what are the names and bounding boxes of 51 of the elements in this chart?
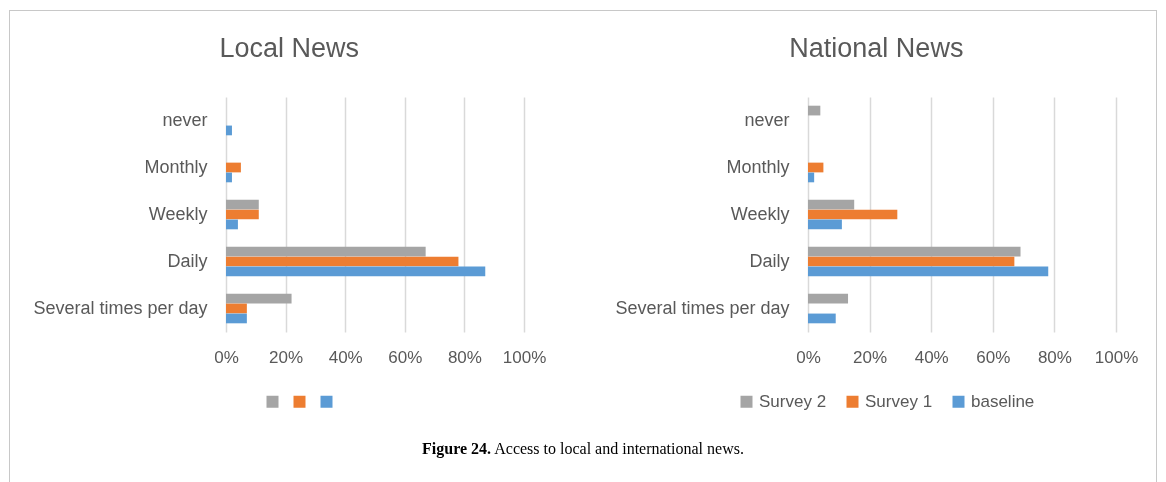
bar xyxy=(226,219,238,230)
x-tick-label: 60% xyxy=(388,347,423,367)
x-tick-label: 100% xyxy=(1094,347,1139,367)
y-tick-label: Weekly xyxy=(730,203,790,224)
bar xyxy=(808,219,842,230)
bar xyxy=(226,256,459,267)
x-tick-label: 40% xyxy=(914,347,949,367)
bar xyxy=(226,199,259,210)
legend-label: Survey 1 xyxy=(865,391,933,411)
x-tick-label: 0% xyxy=(796,347,821,367)
x-tick-label: 60% xyxy=(976,347,1011,367)
legend-label: Survey 2 xyxy=(759,391,827,411)
bar xyxy=(808,256,1015,267)
bar xyxy=(226,266,486,277)
chart-title: National News xyxy=(789,33,964,63)
chart-title: Local News xyxy=(219,33,360,63)
bar xyxy=(226,209,259,220)
caption: Figure 24. Access to local and international news. xyxy=(421,440,745,458)
legend-label: baseline xyxy=(971,391,1035,411)
bar xyxy=(808,105,821,116)
bar xyxy=(226,293,292,304)
bar xyxy=(226,313,247,324)
x-tick-label: 80% xyxy=(1037,347,1072,367)
bar xyxy=(226,303,247,314)
x-tick-label: 80% xyxy=(447,347,482,367)
y-tick-label: Weekly xyxy=(148,203,208,224)
bar xyxy=(226,246,426,257)
y-tick-label: never xyxy=(162,109,208,130)
bar xyxy=(808,199,855,210)
bar xyxy=(808,313,836,324)
bar xyxy=(808,266,1049,277)
y-tick-label: Monthly xyxy=(144,156,208,177)
x-tick-label: 40% xyxy=(328,347,363,367)
bar xyxy=(808,293,849,304)
bar xyxy=(808,209,898,220)
x-tick-label: 0% xyxy=(214,347,239,367)
y-tick-label: Monthly xyxy=(726,156,790,177)
x-tick-label: 20% xyxy=(853,347,888,367)
y-tick-label: Daily xyxy=(749,250,790,271)
bar xyxy=(808,162,824,173)
y-tick-label: Several times per day xyxy=(615,297,790,318)
y-tick-label: Several times per day xyxy=(33,297,208,318)
y-tick-label: Daily xyxy=(167,250,208,271)
bar xyxy=(226,125,232,136)
y-tick-label: never xyxy=(744,109,790,130)
bar xyxy=(808,246,1021,257)
x-tick-label: 100% xyxy=(502,347,547,367)
bar xyxy=(226,172,232,183)
bar xyxy=(226,162,241,173)
x-tick-label: 20% xyxy=(269,347,304,367)
bar xyxy=(808,172,815,183)
